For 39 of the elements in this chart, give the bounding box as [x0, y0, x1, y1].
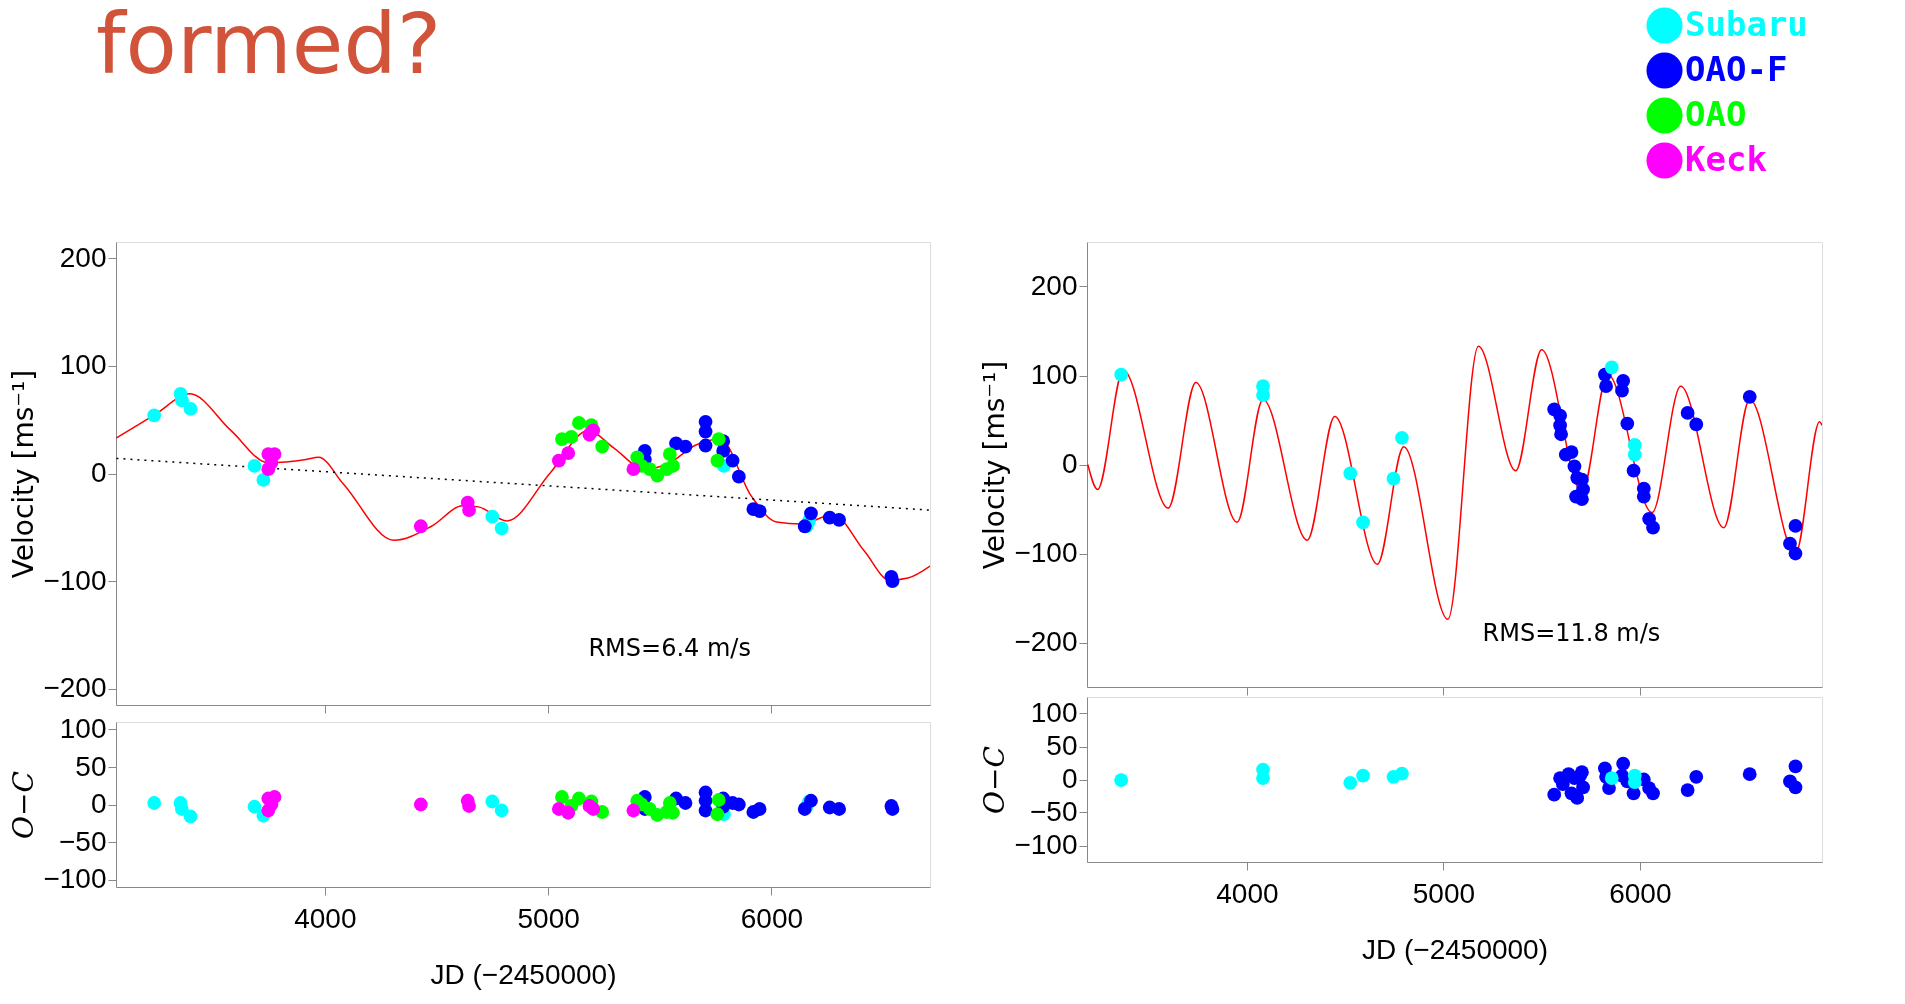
y-axis-title: Velocity [ms⁻¹]: [978, 360, 1012, 570]
y-tick-label: −100: [1014, 829, 1078, 860]
y-axis-title: O−C: [7, 771, 41, 839]
y-tick-label: 200: [1030, 270, 1078, 301]
x-tick-label: 6000: [740, 902, 804, 934]
y-tick-label: −100: [43, 564, 107, 596]
x-tick-label: 6000: [1609, 877, 1672, 909]
chart-title: formed?: [96, 0, 442, 93]
y-tick-label: 100: [1030, 359, 1078, 390]
x-tick-label: 5000: [1412, 877, 1476, 909]
y-tick-label: 0: [1061, 448, 1078, 479]
y-tick-label: −50: [59, 825, 107, 857]
legend-label: Subaru: [1685, 3, 1808, 44]
x-tick-label: 5000: [517, 902, 580, 934]
y-tick-label: 50: [75, 750, 107, 782]
legend-label: OAO-F: [1685, 48, 1788, 89]
legend-label: OAO: [1685, 93, 1747, 134]
y-tick-label: −100: [43, 863, 107, 894]
annotation: RMS=6.4 m/s: [588, 634, 751, 663]
y-tick-label: 0: [1061, 763, 1078, 794]
annotation: RMS=11.8 m/s: [1482, 618, 1661, 647]
y-tick-label: 0: [90, 457, 107, 488]
y-tick-label: 0: [90, 788, 107, 819]
y-tick-label: −50: [1030, 796, 1078, 827]
y-tick-label: 100: [59, 349, 107, 381]
x-axis-title: JD (−2450000): [1361, 933, 1549, 965]
y-tick-label: −200: [43, 672, 107, 704]
y-tick-label: 200: [59, 241, 107, 273]
x-axis-title: JD (−2450000): [430, 958, 617, 990]
legend-label: Keck: [1685, 138, 1767, 179]
y-tick-label: 100: [59, 713, 107, 744]
y-axis-title: O−C: [978, 746, 1012, 814]
y-axis-title: Velocity [ms⁻¹]: [7, 369, 41, 579]
y-tick-label: −100: [1014, 537, 1078, 568]
y-tick-label: 100: [1030, 697, 1078, 728]
y-tick-label: −200: [1014, 626, 1078, 657]
y-tick-label: 50: [1046, 730, 1078, 761]
x-tick-label: 4000: [1216, 877, 1279, 909]
x-tick-label: 4000: [294, 902, 357, 934]
